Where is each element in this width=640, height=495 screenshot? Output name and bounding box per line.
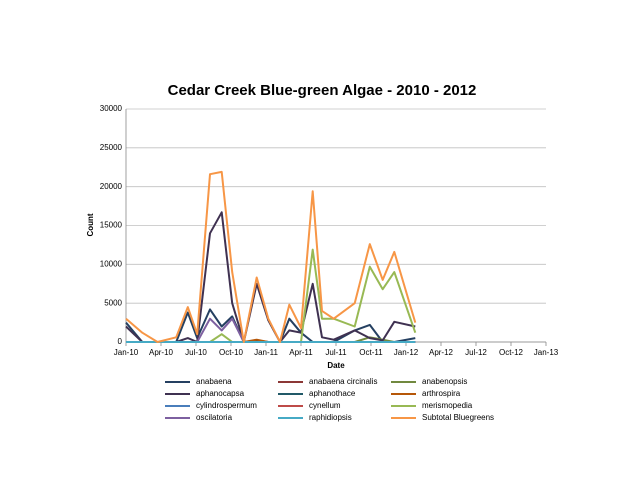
x-tick-label: Jan-10 [114, 348, 139, 357]
legend-label: aphanocapsa [196, 389, 245, 398]
x-tick-label: Jan-13 [534, 348, 559, 357]
y-tick-label: 25000 [100, 143, 123, 152]
legend-label: cylindrospermum [196, 401, 257, 410]
chart-title: Cedar Creek Blue-green Algae - 2010 - 20… [168, 82, 477, 99]
legend-label: raphidiopsis [309, 413, 352, 422]
legend-label: arthrospira [422, 389, 461, 398]
x-axis-title: Date [327, 361, 345, 370]
y-tick-label: 30000 [100, 104, 123, 113]
legend-label: aphanothace [309, 389, 356, 398]
y-tick-label: 5000 [104, 298, 122, 307]
legend-label: oscilatoria [196, 413, 233, 422]
legend-label: anabaena circinalis [309, 377, 378, 386]
y-tick-label: 0 [118, 337, 123, 346]
x-tick-label: Oct-10 [219, 348, 244, 357]
legend-label: Subtotal Bluegreens [422, 413, 494, 422]
x-tick-label: Apr-10 [149, 348, 174, 357]
legend-label: anabenopsis [422, 377, 467, 386]
series-line [125, 170, 417, 343]
x-tick-label: Jan-12 [394, 348, 419, 357]
y-tick-label: 10000 [100, 259, 123, 268]
x-tick-label: Apr-11 [289, 348, 313, 357]
legend-label: cynellum [309, 401, 341, 410]
x-tick-label: Jul-11 [325, 348, 347, 357]
y-tick-label: 20000 [100, 182, 123, 191]
legend-label: anabaena [196, 377, 232, 386]
x-tick-label: Jul-10 [185, 348, 207, 357]
y-tick-label: 15000 [100, 221, 123, 230]
y-axis-title: Count [86, 213, 95, 236]
x-tick-label: Jul-12 [465, 348, 487, 357]
legend-label: merismopedia [422, 401, 473, 410]
x-tick-label: Apr-12 [429, 348, 454, 357]
x-tick-label: Oct-11 [359, 348, 383, 357]
x-tick-label: Oct-12 [499, 348, 524, 357]
x-tick-label: Jan-11 [254, 348, 278, 357]
